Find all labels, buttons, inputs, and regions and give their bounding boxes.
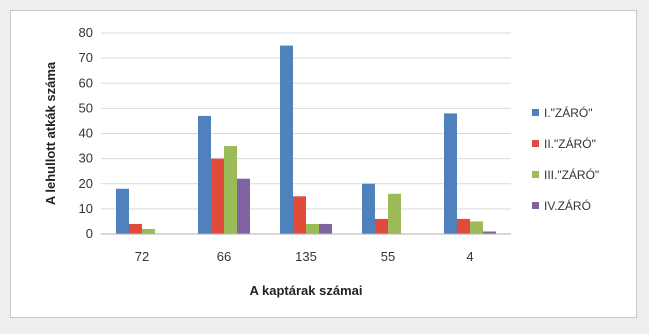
gridlines <box>101 32 511 210</box>
y-tick-label: 60 <box>79 75 93 90</box>
legend-label: IV.ZÁRÓ <box>544 198 591 213</box>
chart-frame: 0 10 20 30 40 50 60 70 80 72 66 135 55 4 A lehullott… <box>10 10 637 318</box>
y-tick-label: 0 <box>86 226 93 241</box>
bar <box>319 223 332 234</box>
y-tick-label: 30 <box>79 151 93 166</box>
bar <box>362 183 375 234</box>
y-tick-label: 70 <box>79 50 93 65</box>
legend-swatch <box>532 140 539 147</box>
bar <box>129 223 142 234</box>
x-tick-label: 66 <box>217 249 231 264</box>
bar <box>211 158 224 234</box>
x-tick-label: 4 <box>466 249 473 264</box>
bar <box>237 178 250 234</box>
bar <box>457 218 470 234</box>
y-tick-label: 50 <box>79 100 93 115</box>
x-tick-labels: 72 66 135 55 4 <box>135 249 474 264</box>
y-tick-label: 20 <box>79 176 93 191</box>
legend-swatch <box>532 171 539 178</box>
x-tick-label: 72 <box>135 249 149 264</box>
y-tick-labels: 0 10 20 30 40 50 60 70 80 <box>79 25 93 241</box>
legend: I."ZÁRÓ" II."ZÁRÓ" III."ZÁRÓ" IV.ZÁRÓ <box>532 105 599 213</box>
x-axis-title: A kaptárak számai <box>250 283 363 298</box>
bar <box>470 221 483 234</box>
y-axis-title: A lehullott atkák száma <box>43 61 58 205</box>
y-tick-label: 80 <box>79 25 93 40</box>
legend-label: III."ZÁRÓ" <box>544 167 599 182</box>
bar <box>483 231 496 234</box>
legend-label: I."ZÁRÓ" <box>544 105 593 120</box>
x-tick-label: 55 <box>381 249 395 264</box>
bar <box>388 193 401 234</box>
x-tick-label: 135 <box>295 249 317 264</box>
bar <box>444 113 457 234</box>
bar <box>142 228 155 234</box>
bar <box>116 188 129 234</box>
bar <box>293 196 306 234</box>
bar <box>375 218 388 234</box>
bars <box>116 45 496 234</box>
bar <box>306 223 319 234</box>
bar <box>280 45 293 234</box>
y-tick-label: 10 <box>79 201 93 216</box>
y-tick-label: 40 <box>79 126 93 141</box>
legend-swatch <box>532 202 539 209</box>
bar <box>198 115 211 234</box>
legend-swatch <box>532 109 539 116</box>
bar-chart: 0 10 20 30 40 50 60 70 80 72 66 135 55 4 A lehullott… <box>43 25 599 298</box>
bar <box>224 146 237 234</box>
legend-label: II."ZÁRÓ" <box>544 136 596 151</box>
